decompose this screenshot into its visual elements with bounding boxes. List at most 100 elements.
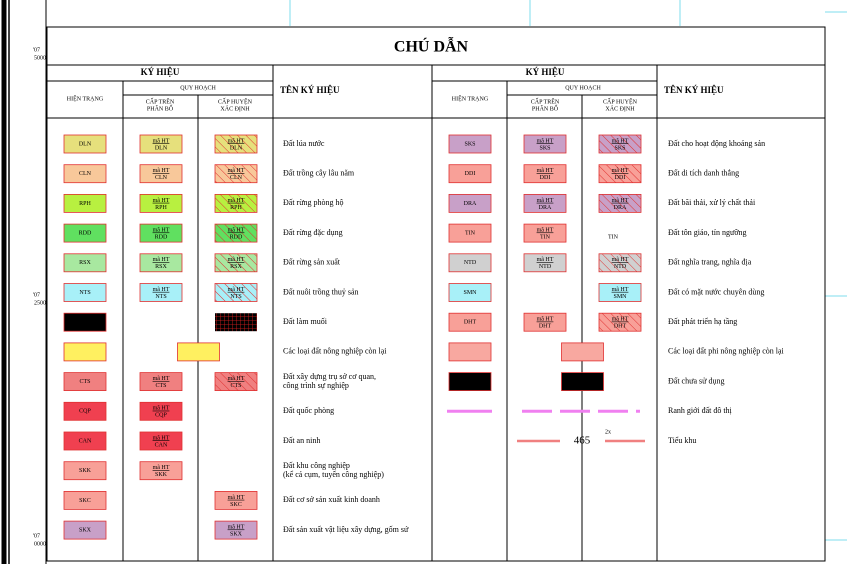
header-upper: PHÂN BỔ [532, 104, 559, 112]
district-swatch [215, 313, 257, 332]
code-prefix: mã HT [537, 257, 554, 263]
code: SKS [539, 145, 550, 151]
current-swatch [63, 253, 107, 273]
hatch [215, 194, 257, 213]
code: SKX [79, 527, 92, 533]
code: DDI [465, 171, 476, 177]
code-prefix: mã HT [153, 406, 170, 412]
code: SKX [230, 531, 243, 537]
code: RSX [155, 264, 167, 270]
symbol-name: công trình sự nghiệp [283, 381, 349, 390]
district-swatch [214, 520, 258, 540]
hatch [215, 135, 257, 153]
symbol-name: Các loại đất phi nông nghiệp còn lại [668, 347, 785, 356]
code-prefix: mã HT [228, 227, 245, 233]
upper-swatch [523, 312, 567, 332]
hatch [599, 313, 641, 332]
upper-swatch [523, 134, 567, 154]
code: DDI [540, 175, 551, 181]
code-prefix: mã HT [537, 227, 554, 233]
upper-swatch [523, 164, 567, 184]
symbol-name: Đất quốc phòng [283, 406, 334, 415]
code: RSX [79, 260, 91, 266]
background-lines [289, 0, 847, 541]
span-swatch [177, 342, 220, 362]
code-prefix: mã HT [228, 287, 245, 293]
header-symbol: KÝ HIỆU [141, 67, 180, 77]
margin-label: '07 [33, 292, 40, 298]
code: TIN [608, 234, 619, 240]
code-prefix: mã HT [153, 287, 170, 293]
code: DHT [539, 324, 552, 330]
header-upper: CẤP TRÊN [146, 97, 175, 105]
code: DHT [464, 320, 477, 326]
margin-label: '07 [33, 533, 40, 539]
current-swatch [448, 134, 492, 154]
current-swatch [448, 283, 492, 302]
symbol-name: Đất chưa sử dụng [668, 376, 724, 385]
hatch [215, 224, 257, 243]
header-upper: CẤP TRÊN [531, 97, 560, 105]
symbol-name: Đất nuôi trồng thuỷ sản [283, 287, 359, 296]
upper-swatch [139, 461, 183, 481]
symbol-name: (kể cả cụm, tuyến công nghiệp) [283, 470, 384, 479]
current-swatch [63, 223, 107, 243]
upper-swatch [139, 401, 183, 421]
code-prefix: mã HT [612, 198, 629, 204]
hatch [215, 372, 257, 391]
code-prefix: mã HT [537, 198, 554, 204]
code-prefix: mã HT [537, 168, 554, 174]
code-prefix: mã HT [612, 257, 629, 263]
code: DRA [614, 205, 627, 211]
header-name: TÊN KÝ HIỆU [664, 85, 724, 95]
current-swatch [63, 312, 107, 332]
upper-swatch [139, 431, 183, 451]
code-prefix: mã HT [228, 168, 245, 174]
upper-swatch [523, 253, 567, 273]
current-swatch [63, 461, 107, 481]
district-swatch [598, 283, 642, 302]
upper-swatch [139, 372, 183, 392]
upper-swatch [139, 223, 183, 243]
current-swatch [63, 164, 107, 184]
code: NTD [464, 260, 477, 266]
code-prefix: mã HT [153, 198, 170, 204]
header-name: TÊN KÝ HIỆU [280, 85, 340, 95]
symbol-name: Đất phát triển hạ tầng [668, 317, 737, 326]
code-prefix: mã HT [537, 138, 554, 144]
upper-swatch [523, 193, 567, 213]
symbol-name: Đất sản xuất vật liệu xây dựng, gốm sứ [283, 525, 409, 534]
code-prefix: mã HT [612, 317, 629, 323]
header-current: HIỆN TRẠNG [452, 94, 489, 102]
symbol-name: Đất cơ sở sản xuất kinh doanh [283, 495, 380, 504]
current-swatch [63, 342, 107, 362]
title: CHÚ DẪN [394, 37, 469, 56]
current-swatch [63, 193, 107, 213]
symbol-name: Đất xây dựng trụ sở cơ quan, [283, 372, 376, 381]
upper-swatch [523, 223, 567, 243]
code-prefix: mã HT [153, 465, 170, 471]
current-swatch [63, 490, 107, 510]
upper-swatch [139, 283, 183, 302]
code: NTD [614, 264, 627, 270]
code: RPH [155, 205, 167, 211]
code: CTS [230, 383, 241, 389]
symbol-name: Đất lúa nước [283, 139, 325, 148]
current-swatch [63, 283, 107, 302]
margin-label: 2500 [34, 300, 46, 306]
current-swatch [63, 134, 107, 154]
code-prefix: mã HT [612, 138, 629, 144]
code: SKS [614, 145, 625, 151]
header-planned: QUY HOẠCH [180, 85, 216, 91]
subzone-sup: 2x [605, 429, 611, 435]
code: DHT [614, 324, 627, 330]
code: CAN [79, 438, 92, 444]
code: RDD [79, 230, 92, 236]
header-current: HIỆN TRẠNG [67, 94, 104, 102]
code: SKK [79, 468, 92, 474]
code: TIN [465, 230, 476, 236]
code: RSX [230, 264, 242, 270]
hatch [215, 253, 257, 272]
current-swatch [448, 253, 492, 273]
code: RDD [230, 234, 243, 240]
